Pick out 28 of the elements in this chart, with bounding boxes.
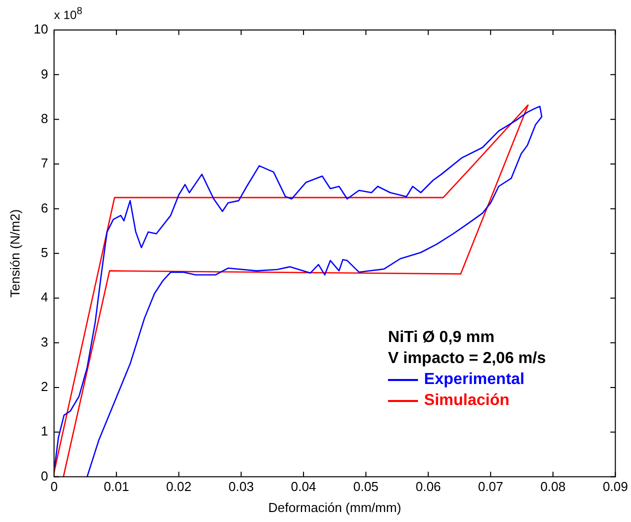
x-tick-label: 0.03 <box>228 479 254 494</box>
legend-label: Experimental <box>424 370 524 390</box>
x-tick-label: 0.05 <box>353 479 379 494</box>
y-tick-label: 2 <box>40 379 48 394</box>
annotation: V impacto = 2,06 m/s <box>388 349 546 370</box>
y-tick-label: 0 <box>40 468 48 484</box>
x-tick-label: 0.09 <box>602 479 628 494</box>
y-tick-label: 6 <box>40 200 48 216</box>
legend-label: Simulación <box>424 391 510 412</box>
x-tick-label: 0.04 <box>290 479 316 494</box>
x-tick-label: 0.08 <box>540 479 566 494</box>
text: x 10$^{8}$ <box>54 6 82 22</box>
x-axis-title: Deformación (mm/mm) <box>268 500 402 515</box>
y-tick-label: 4 <box>40 290 48 305</box>
y-tick-label: 9 <box>40 66 48 82</box>
x-tick-label: 0.02 <box>166 479 192 494</box>
y-tick-label: 3 <box>40 334 48 350</box>
y-tick-label: 8 <box>40 110 48 126</box>
y-axis-title: Tensión (N/m2) <box>7 209 22 298</box>
x-tick-label: 0.01 <box>104 479 130 494</box>
y-tick-label: 7 <box>40 156 48 171</box>
x-tick-label: 0.07 <box>478 479 504 494</box>
x-tick-label: 0 <box>50 479 58 494</box>
y-tick-label: 10 <box>34 22 48 37</box>
y-tick-label: 5 <box>40 244 48 260</box>
x-tick-label: 0.06 <box>416 479 441 494</box>
y-tick-label: 1 <box>40 424 48 439</box>
annotation: NiTi Ø 0,9 mm <box>388 328 496 348</box>
